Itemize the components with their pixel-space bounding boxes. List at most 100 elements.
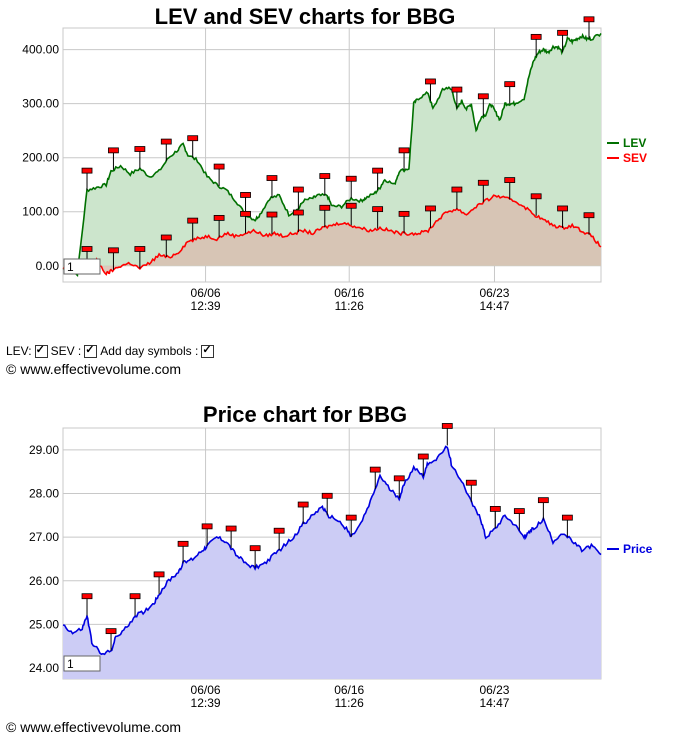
- day-marker-flag: [160, 138, 172, 145]
- day-marker-flag: [187, 217, 199, 224]
- day-marker-flag: [213, 163, 225, 170]
- day-marker-flag: [81, 246, 93, 252]
- day-marker-flag: [160, 234, 172, 241]
- day-marker-flag: [213, 215, 225, 221]
- x-tick-date: 06/06: [191, 286, 221, 300]
- day-marker-flag: [249, 545, 261, 552]
- series-area-price: [63, 446, 601, 679]
- x-tick-time: 12:39: [191, 696, 221, 710]
- day-marker-flag: [345, 514, 357, 521]
- zoom-box[interactable]: 1: [63, 258, 101, 275]
- day-marker-flag: [129, 593, 141, 600]
- chart-lines: [62, 32, 602, 278]
- sev-toggle-label: SEV :: [50, 344, 82, 358]
- x-tick-time: 14:47: [479, 299, 509, 313]
- y-axis-ticks: 24.00 25.00 26.00 27.00 28.00 29.00: [29, 443, 59, 675]
- day-marker-flag: [266, 175, 278, 181]
- day-marker-flag: [530, 193, 542, 200]
- day-marker-flag: [273, 527, 285, 534]
- series-line-price: [62, 445, 602, 656]
- day-marker-flag: [477, 93, 489, 100]
- zoom-box-value: 1: [67, 260, 74, 274]
- sev-checkbox[interactable]: [84, 343, 98, 358]
- day-marker-flag: [557, 29, 568, 36]
- zoom-box[interactable]: 1: [63, 655, 101, 672]
- day-marker-flag: [398, 210, 410, 217]
- y-axis-ticks: 0.00 100.00 200.00 300.00 400.00: [22, 43, 59, 273]
- day-markers: [81, 16, 595, 270]
- lev-toggle-label: LEV:: [6, 344, 32, 358]
- x-tick-date: 06/23: [479, 683, 509, 697]
- day-marker-flag: [345, 175, 357, 182]
- day-marker-flag: [513, 508, 525, 514]
- x-tick-time: 11:26: [335, 299, 364, 313]
- day-marker-flag: [465, 479, 477, 486]
- y-tick-label: 24.00: [29, 661, 59, 675]
- legend-label-lev: LEV: [623, 136, 646, 150]
- lev-sev-chart: LEV and SEV charts for BBG 0.00 100.00 200…: [22, 4, 647, 313]
- copyright-symbol: ©: [6, 719, 17, 735]
- day-marker-flag: [557, 205, 568, 212]
- y-tick-label: 200.00: [22, 151, 59, 165]
- y-tick-label: 0.00: [36, 259, 60, 273]
- copyright-notice: © www.effectivevolume.com: [6, 361, 181, 377]
- day-marker-flag: [477, 179, 489, 186]
- day-marker-flag: [319, 204, 331, 211]
- day-marker-flag: [187, 135, 199, 142]
- day-marker-flag: [489, 506, 501, 512]
- zoom-box-value: 1: [67, 657, 74, 671]
- day-marker-flag: [240, 210, 251, 217]
- copyright-symbol: ©: [6, 361, 17, 377]
- day-symbols-label: Add day symbols :: [100, 344, 199, 358]
- x-tick-time: 11:26: [335, 696, 364, 710]
- day-marker-flag: [105, 628, 117, 635]
- x-tick-date: 06/16: [334, 286, 364, 300]
- chart-lines: [62, 445, 602, 656]
- day-marker-flag: [583, 212, 595, 219]
- copyright-link[interactable]: www.effectivevolume.com: [20, 361, 182, 377]
- day-markers: [81, 423, 573, 651]
- y-tick-label: 28.00: [29, 486, 59, 500]
- day-marker-flag: [504, 177, 516, 183]
- day-marker-flag: [417, 453, 429, 460]
- day-marker-flag: [393, 475, 405, 482]
- chart-legend: Price: [607, 542, 653, 556]
- day-marker-flag: [153, 571, 165, 578]
- chart-title: Price chart for BBG: [203, 402, 407, 427]
- day-marker-flag: [108, 147, 119, 154]
- chart-title: LEV and SEV charts for BBG: [155, 4, 456, 29]
- day-marker-flag: [583, 16, 595, 23]
- lev-checkbox[interactable]: [34, 343, 48, 358]
- day-marker-flag: [201, 523, 213, 530]
- chart-areas: [63, 446, 601, 679]
- day-marker-flag: [537, 497, 549, 504]
- copyright-link[interactable]: www.effectivevolume.com: [20, 719, 182, 735]
- day-marker-flag: [372, 167, 384, 174]
- day-marker-flag: [530, 33, 542, 40]
- day-symbols-checkbox[interactable]: [201, 343, 215, 358]
- day-marker-flag: [319, 173, 331, 179]
- day-marker-flag: [297, 501, 309, 508]
- y-tick-label: 27.00: [29, 530, 59, 544]
- copyright-notice: © www.effectivevolume.com: [6, 719, 181, 735]
- y-tick-label: 400.00: [22, 43, 59, 57]
- day-marker-flag: [369, 466, 381, 473]
- day-marker-flag: [266, 211, 278, 218]
- day-marker-flag: [240, 192, 251, 198]
- day-marker-flag: [425, 78, 436, 85]
- day-marker-flag: [451, 186, 463, 193]
- day-marker-flag: [345, 202, 357, 209]
- day-marker-flag: [561, 514, 573, 521]
- x-tick-date: 06/16: [334, 683, 364, 697]
- x-tick-time: 14:47: [479, 696, 509, 710]
- x-tick-date: 06/23: [479, 286, 509, 300]
- day-marker-flag: [292, 186, 304, 193]
- series-line-lev: [62, 32, 602, 278]
- y-tick-label: 29.00: [29, 443, 59, 457]
- day-marker-flag: [441, 423, 453, 429]
- day-marker-flag: [225, 525, 237, 532]
- day-marker-flag: [451, 86, 463, 93]
